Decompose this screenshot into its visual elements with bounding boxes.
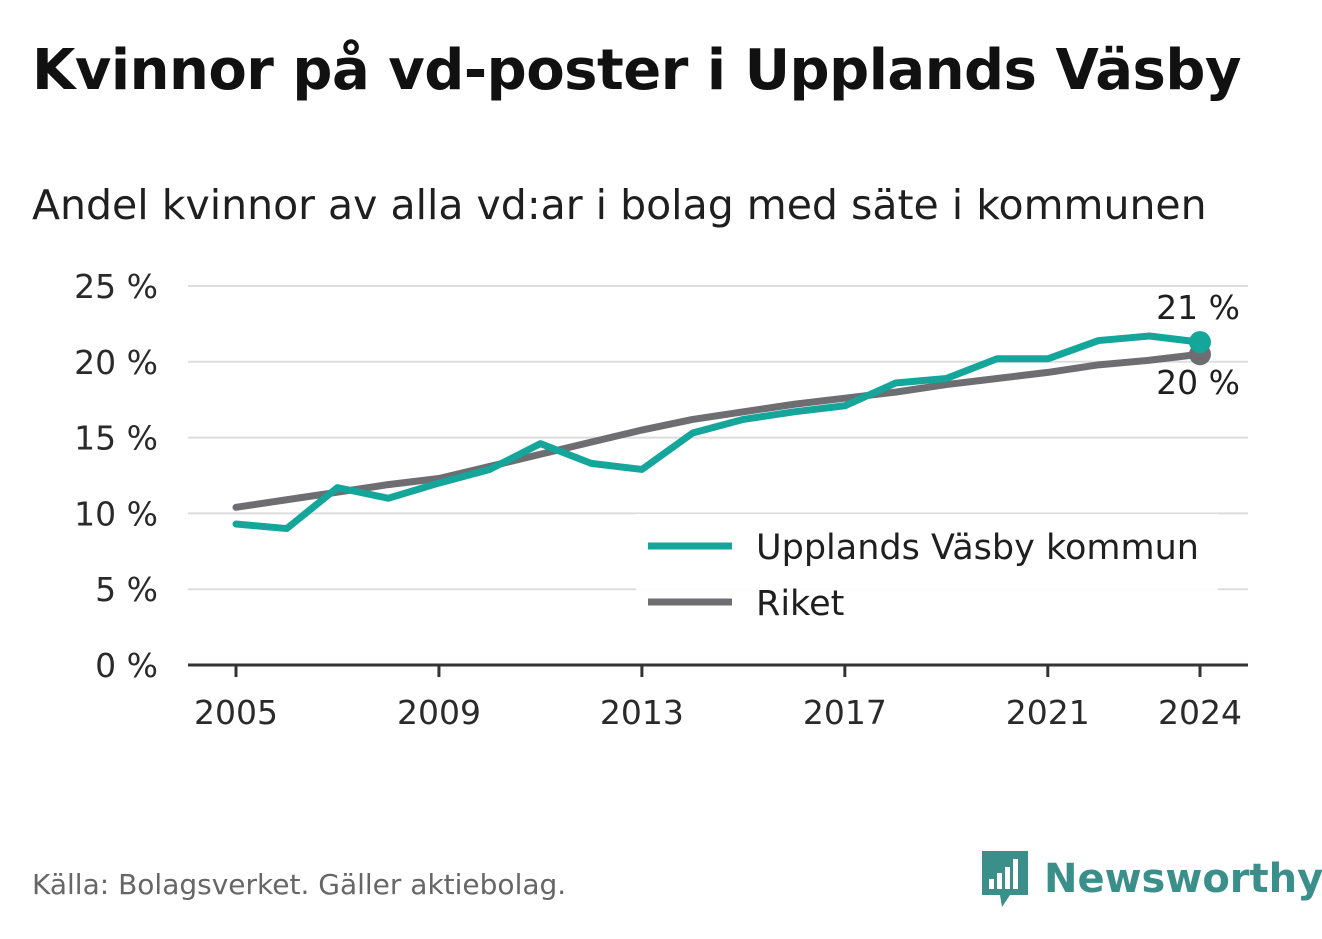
brand-name: Newsworthy [1044, 856, 1322, 902]
x-tick-label-2017: 2017 [803, 693, 887, 732]
series-line-riket [232, 350, 1204, 511]
end-label-riket: 20 % [1156, 363, 1240, 402]
y-tick-label-10: 10 % [74, 494, 158, 533]
x-axis-ticks: 2005 2009 2013 2017 2021 2024 [194, 665, 1242, 732]
source-note: Källa: Bolagsverket. Gäller aktiebolag. [32, 868, 567, 901]
y-tick-label-5: 5 % [95, 570, 158, 609]
legend-background [636, 514, 1218, 622]
end-point-kommun [1189, 331, 1211, 354]
y-tick-label-25: 25 % [74, 267, 158, 306]
chart-title: Kvinnor på vd-poster i Upplands Väsby [32, 38, 1241, 103]
y-tick-label-15: 15 % [74, 419, 158, 458]
y-tick-label-20: 20 % [74, 343, 158, 382]
x-tick-label-2024: 2024 [1158, 693, 1242, 732]
y-tick-label-0: 0 % [95, 646, 158, 685]
chart-subtitle: Andel kvinnor av alla vd:ar i bolag med … [32, 181, 1207, 229]
end-label-kommun: 21 % [1156, 288, 1240, 327]
x-tick-label-2021: 2021 [1006, 693, 1090, 732]
series-layer [232, 331, 1211, 533]
legend: Upplands Väsby kommun Riket [636, 514, 1218, 624]
legend-label-kommun: Upplands Väsby kommun [756, 528, 1199, 568]
series-line-kommun [232, 332, 1204, 533]
legend-label-riket: Riket [756, 584, 844, 624]
brand-logo[interactable]: Newsworthy [980, 848, 1322, 910]
end-labels: 21 % 20 % [1156, 288, 1240, 402]
x-tick-label-2013: 2013 [600, 693, 684, 732]
x-tick-label-2005: 2005 [194, 693, 278, 732]
y-axis-ticks: 0 % 5 % 10 % 15 % 20 % 25 % [74, 267, 158, 685]
x-tick-label-2009: 2009 [397, 693, 481, 732]
bar-chart-icon [982, 851, 1028, 907]
